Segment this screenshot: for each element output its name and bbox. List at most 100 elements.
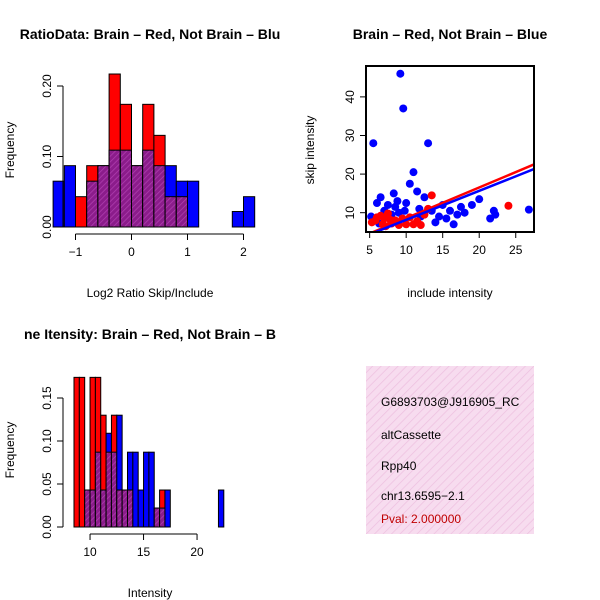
overlap-bar	[153, 165, 166, 228]
x-tick-label: 2	[240, 245, 247, 259]
y-tick-label: 0.15	[40, 386, 54, 410]
not-brain-bar	[217, 489, 225, 528]
overlap-bar	[159, 507, 166, 528]
not-brain-point	[491, 210, 500, 219]
not-brain-point	[405, 179, 414, 188]
ratio-histogram-axes: −1 0 1 2 0.00 0.10 0.20	[40, 74, 247, 259]
intensity-scatter-title: Brain – Red, Not Brain – Blue	[353, 26, 548, 42]
not-brain-bar	[63, 165, 77, 228]
y-tick-label: 0.00	[40, 215, 54, 239]
not-brain-point	[393, 197, 402, 206]
x-tick-label: 15	[436, 243, 450, 257]
intensity-histogram-title: ne Itensity: Brain – Red, Not Brain – B	[24, 326, 276, 342]
not-brain-point	[409, 168, 418, 177]
overlap-bar	[94, 451, 102, 528]
x-tick-label: 1	[184, 245, 191, 259]
x-tick-label: 15	[137, 545, 151, 559]
brain-point	[402, 220, 411, 229]
overlap-bar	[97, 165, 110, 228]
not-brain-point	[389, 189, 398, 198]
not-brain-bar	[143, 451, 150, 528]
brain-point	[427, 191, 436, 200]
not-brain-bar	[164, 489, 171, 528]
overlap-bar	[119, 149, 133, 228]
overlap-bar	[175, 196, 189, 228]
not-brain-point	[372, 199, 381, 208]
pval-text: Pval: 2.000000	[381, 512, 461, 526]
brain-point	[504, 201, 513, 210]
not-brain-point	[420, 193, 429, 202]
event-info-panel: G6893703@J916905_RC altCassette Rpp40 ch…	[366, 366, 534, 534]
ratio-histogram-xlabel: Log2 Ratio Skip/Include	[87, 286, 214, 300]
not-brain-point	[369, 139, 378, 148]
not-brain-bar	[243, 196, 256, 228]
not-brain-bar	[231, 210, 245, 228]
y-tick-label: 0.10	[40, 429, 54, 453]
x-tick-label: 0	[128, 245, 135, 259]
overlap-bar	[100, 489, 107, 528]
not-brain-bar	[187, 180, 200, 228]
not-brain-bar	[132, 451, 139, 528]
not-brain-point	[431, 218, 440, 227]
not-brain-bar	[137, 489, 145, 528]
x-tick-label: 10	[399, 243, 413, 257]
brain-bar	[75, 196, 88, 228]
not-brain-point	[413, 187, 422, 196]
brain-fit-line	[370, 163, 534, 232]
not-brain-point	[396, 69, 405, 78]
intensity-histogram-xlabel: Intensity	[128, 586, 173, 600]
intensity-scatter-axes: 5 10 15 20 25 10 20 30 40	[343, 65, 535, 257]
y-tick-label: 40	[343, 90, 357, 104]
not-brain-point	[402, 199, 411, 208]
not-brain-point	[475, 195, 484, 204]
x-tick-label: 5	[366, 243, 373, 257]
not-brain-bar	[148, 451, 155, 528]
not-brain-point	[442, 214, 451, 223]
not-brain-point	[467, 200, 476, 209]
overlap-bar	[84, 489, 91, 528]
y-tick-label: 20	[343, 167, 357, 181]
intensity-scatter-marks	[367, 69, 534, 232]
intensity-scatter-xlabel: include intensity	[407, 286, 492, 300]
not-brain-point	[376, 193, 385, 202]
overlap-bar	[131, 165, 144, 228]
ratio-histogram-ylabel: Frequency	[3, 122, 17, 179]
intensity-histogram-bars	[73, 376, 225, 528]
overlap-bar	[126, 489, 134, 528]
overlap-bar	[142, 149, 155, 228]
ratio-histogram-bars	[52, 73, 256, 228]
not-brain-point	[524, 205, 533, 214]
overlap-bar	[121, 489, 128, 528]
ratio-histogram-panel: RatioData: Brain – Red, Not Brain – Blu …	[3, 26, 280, 300]
not-brain-point	[449, 220, 458, 229]
x-tick-label: 20	[190, 545, 204, 559]
y-tick-label: 0.10	[40, 144, 54, 168]
gene-name-text: Rpp40	[381, 459, 417, 473]
overlap-bar	[86, 180, 99, 228]
not-brain-point	[424, 139, 433, 148]
not-brain-point	[456, 202, 465, 211]
y-tick-label: 0.00	[40, 515, 54, 539]
overlap-bar	[105, 451, 112, 528]
location-text: chr13.6595−2.1	[381, 489, 465, 503]
event-type-text: altCassette	[381, 428, 441, 442]
not-brain-point	[399, 104, 408, 113]
intensity-histogram-panel: ne Itensity: Brain – Red, Not Brain – B …	[3, 326, 276, 600]
ratio-histogram-title: RatioData: Brain – Red, Not Brain – Blu	[20, 26, 281, 42]
y-tick-label: 10	[343, 206, 357, 220]
overlap-bar	[164, 196, 177, 228]
overlap-bar	[110, 451, 118, 528]
event-info-background	[366, 366, 534, 534]
overlap-bar	[153, 507, 161, 528]
scatter-plot-area	[367, 69, 534, 232]
not-brain-point	[460, 208, 469, 217]
overlap-bar	[89, 489, 96, 528]
event-id-text: G6893703@J916905_RC	[381, 395, 520, 409]
x-tick-label: 10	[83, 545, 97, 559]
x-tick-label: 25	[509, 243, 523, 257]
brain-point	[416, 221, 425, 230]
y-tick-label: 0.20	[40, 74, 54, 98]
not-brain-point	[453, 210, 462, 219]
event-info-clip: G6893703@J916905_RC altCassette Rpp40 ch…	[381, 395, 520, 526]
